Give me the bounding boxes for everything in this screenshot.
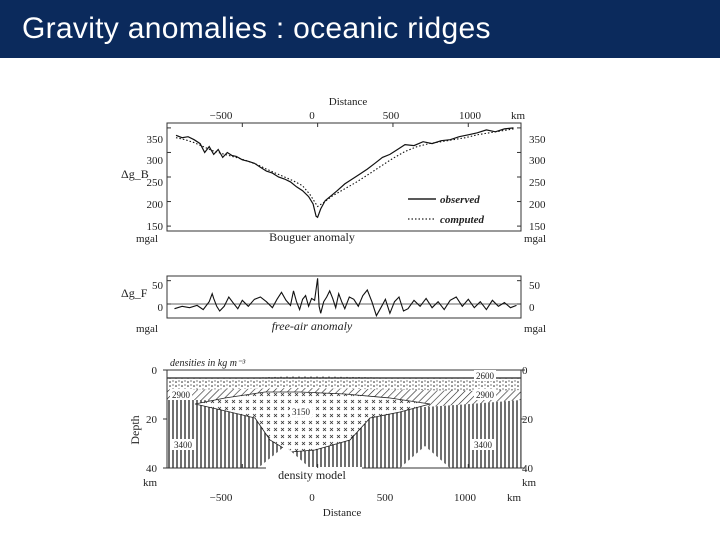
y-tick-left: 0 xyxy=(158,302,164,314)
layer-label-3150: 3150 xyxy=(292,407,311,417)
label-bg xyxy=(172,439,194,450)
y-tick-right: 250 xyxy=(529,177,546,189)
y-tick-left: 50 xyxy=(152,280,164,292)
legend-observed-label: observed xyxy=(440,194,480,206)
free-air-unit-right: mgal xyxy=(524,323,546,335)
free-air-unit-left: mgal xyxy=(136,323,158,335)
top-x-tick: 500 xyxy=(383,110,400,122)
depth-unit-right: km xyxy=(522,477,537,489)
top-x-tick: 0 xyxy=(309,110,315,122)
layer-label-3400-left: 3400 xyxy=(174,440,193,450)
density-header: densities in kg m⁻³ xyxy=(170,358,246,369)
y-tick-left: 300 xyxy=(147,155,164,167)
layer-label-2900-left: 2900 xyxy=(172,390,191,400)
y-tick-right: 0 xyxy=(529,302,535,314)
label-bg xyxy=(474,370,496,381)
base-notch xyxy=(258,446,310,468)
legend-computed-label: computed xyxy=(440,214,484,226)
label-bg xyxy=(474,389,496,400)
free-air-series-line xyxy=(174,278,517,318)
y-tick-left: 200 xyxy=(147,199,164,211)
bouguer-unit-right: mgal xyxy=(524,233,546,245)
y-tick-right: 300 xyxy=(529,155,546,167)
depth-tick-left: 20 xyxy=(146,414,158,426)
title-bar: Gravity anomalies : oceanic ridges xyxy=(0,0,720,58)
depth-tick-left: 0 xyxy=(152,365,158,377)
free-air-frame xyxy=(166,275,522,319)
label-bg xyxy=(472,439,494,450)
label-bg xyxy=(266,467,362,482)
depth-tick-right: 0 xyxy=(522,365,528,377)
y-tick-left: 150 xyxy=(147,221,164,233)
y-tick-right: 350 xyxy=(529,134,546,146)
bottom-x-tick: 1000 xyxy=(454,492,477,504)
depth-label: Depth xyxy=(128,415,142,444)
top-x-tick: −500 xyxy=(210,110,233,122)
depth-tick-left: 40 xyxy=(146,463,158,475)
free-air-panel: 50 0 50 0 Δg_F mgal mgal free-air anomal… xyxy=(121,275,546,335)
base-notch xyxy=(400,446,450,468)
label-bg xyxy=(170,389,192,400)
bouguer-title: Bouguer anomaly xyxy=(269,230,355,244)
computed-series-line xyxy=(175,128,514,208)
label-bg xyxy=(290,406,312,417)
y-tick-right: 200 xyxy=(529,199,546,211)
water-layer xyxy=(167,370,521,379)
anomalous-mantle-body xyxy=(194,391,431,453)
depth-tick-right: 20 xyxy=(522,414,534,426)
top-distance-label: Distance xyxy=(329,96,368,108)
bottom-x-tick: −500 xyxy=(210,492,233,504)
y-tick-left: 250 xyxy=(147,177,164,189)
slide-title: Gravity anomalies : oceanic ridges xyxy=(22,12,491,45)
upper-crust-layer xyxy=(167,376,521,391)
bottom-x-tick: 500 xyxy=(377,492,394,504)
density-model-panel: densities in kg m⁻³ 2600 2900 2900 3150 … xyxy=(128,358,537,519)
bouguer-panel: Distance −500 0 500 1000 km 350 300 250 … xyxy=(121,96,546,245)
top-x-unit: km xyxy=(511,110,526,122)
y-tick-right: 150 xyxy=(529,221,546,233)
observed-series-line xyxy=(175,127,514,219)
bottom-distance-label: Distance xyxy=(323,507,362,519)
bouguer-unit-left: mgal xyxy=(136,233,158,245)
layer-label-2900-right: 2900 xyxy=(476,390,495,400)
layer-label-2600: 2600 xyxy=(476,371,495,381)
depth-tick-right: 40 xyxy=(522,463,534,475)
free-air-ylabel: Δg_F xyxy=(121,286,148,300)
bouguer-ylabel: Δg_B xyxy=(121,167,149,181)
density-title: density model xyxy=(278,468,346,482)
free-air-title: free-air anomaly xyxy=(272,319,353,333)
depth-unit-left: km xyxy=(143,477,158,489)
bottom-x-tick: 0 xyxy=(309,492,315,504)
y-tick-left: 350 xyxy=(147,134,164,146)
bottom-x-unit: km xyxy=(507,492,522,504)
top-x-tick: 1000 xyxy=(459,110,482,122)
y-tick-right: 50 xyxy=(529,280,541,292)
layer-label-3400-right: 3400 xyxy=(474,440,493,450)
